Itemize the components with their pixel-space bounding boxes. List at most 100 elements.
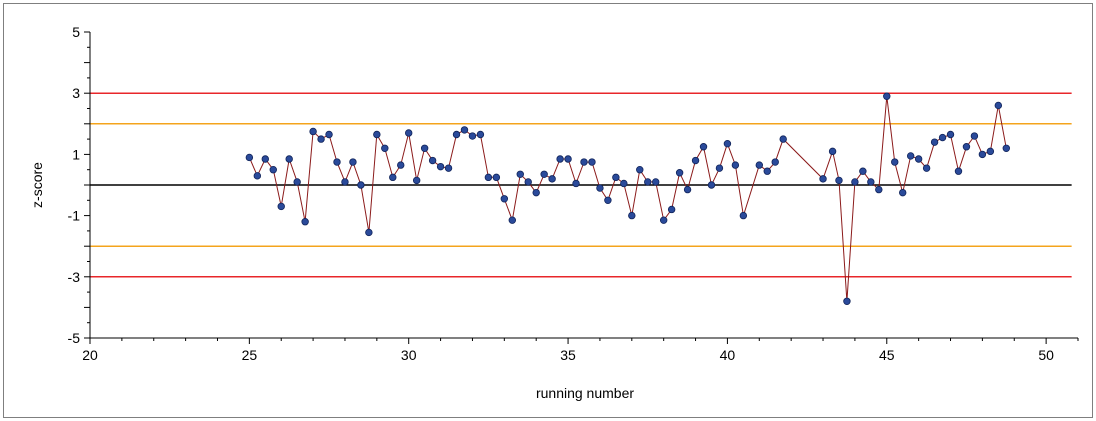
data-point: [420, 144, 429, 152]
x-axis-title: running number: [536, 385, 634, 401]
x-tick-label: 25: [242, 347, 258, 363]
data-point: [962, 143, 971, 151]
data-point: [620, 179, 628, 188]
data-point: [946, 130, 955, 139]
series-group: [245, 92, 1010, 305]
data-point: [828, 147, 837, 156]
data-point: [922, 164, 931, 172]
data-point: [843, 297, 851, 305]
data-point: [659, 216, 668, 224]
data-point: [357, 181, 365, 189]
data-point: [715, 164, 724, 172]
data-point: [500, 195, 509, 203]
data-point: [699, 143, 708, 151]
y-tick-label: -5: [68, 330, 81, 346]
data-point: [373, 130, 381, 139]
data-point: [644, 178, 652, 186]
data-point: [954, 167, 963, 175]
data-point: [739, 211, 748, 220]
data-point: [245, 153, 254, 162]
data-point: [835, 176, 843, 185]
data-point: [763, 167, 771, 175]
y-tick-label: 3: [72, 85, 80, 101]
data-point: [293, 178, 301, 186]
data-point: [691, 156, 700, 165]
data-point: [365, 228, 373, 237]
data-point: [875, 185, 883, 194]
reference-lines: [90, 92, 1072, 278]
data-point: [397, 161, 405, 169]
data-point: [938, 133, 947, 142]
data-point: [261, 155, 269, 163]
x-tick-label: 35: [560, 347, 576, 363]
data-point: [580, 158, 588, 166]
data-point: [883, 92, 891, 100]
x-tick-label: 45: [879, 347, 895, 363]
data-point: [548, 175, 556, 183]
data-point: [309, 127, 317, 136]
y-tick-label: -3: [68, 269, 81, 285]
data-point: [986, 147, 995, 156]
data-point: [970, 132, 979, 140]
data-point: [899, 188, 907, 197]
data-point: [636, 165, 644, 174]
data-point: [349, 158, 357, 166]
data-point: [707, 181, 716, 189]
y-axis-title: z-score: [29, 162, 45, 208]
axis-labels: running number z-score: [29, 162, 634, 401]
data-point: [867, 178, 875, 186]
data-point: [771, 158, 779, 166]
data-point: [628, 211, 636, 220]
data-point: [412, 176, 421, 185]
data-point: [564, 155, 572, 163]
data-point: [484, 173, 493, 182]
data-point: [285, 155, 293, 163]
data-point: [277, 202, 285, 211]
series-line-0: [248, 96, 1007, 302]
data-point: [994, 101, 1003, 110]
data-point: [524, 178, 532, 186]
data-point: [540, 170, 548, 178]
x-tick-label: 30: [401, 347, 417, 363]
data-point: [612, 173, 620, 182]
data-point: [604, 196, 612, 204]
data-point: [596, 184, 604, 192]
data-point: [452, 130, 461, 139]
data-point: [317, 135, 325, 143]
data-point: [891, 158, 899, 166]
data-point: [683, 185, 692, 194]
data-point: [381, 144, 389, 152]
data-point: [253, 172, 262, 180]
data-point: [1002, 144, 1010, 152]
chart-frame: [3, 3, 1093, 418]
data-point: [325, 130, 333, 139]
data-point: [269, 165, 277, 174]
data-point: [516, 170, 524, 178]
data-point: [508, 216, 516, 224]
axes: 5 3 1 -1 -3 -520 25 30 35 40 45 50: [68, 24, 1079, 363]
data-point: [588, 158, 596, 166]
y-tick-label: 5: [72, 24, 80, 40]
x-tick-label: 50: [1038, 347, 1054, 363]
data-point: [978, 150, 987, 159]
data-point: [436, 162, 445, 171]
data-point: [675, 169, 684, 177]
data-point: [755, 161, 763, 169]
data-point: [333, 158, 341, 166]
data-point: [444, 164, 453, 172]
data-point: [556, 155, 564, 163]
data-point: [906, 152, 915, 160]
data-point: [819, 175, 827, 183]
data-point: [532, 188, 540, 197]
data-point: [476, 130, 485, 139]
data-point: [572, 179, 580, 188]
data-point: [460, 126, 469, 134]
data-point: [341, 178, 349, 186]
data-point: [652, 178, 660, 186]
data-point: [405, 129, 413, 137]
y-tick-label: -1: [68, 208, 81, 224]
data-point: [779, 135, 787, 143]
data-point: [731, 161, 740, 169]
data-point: [851, 178, 859, 186]
